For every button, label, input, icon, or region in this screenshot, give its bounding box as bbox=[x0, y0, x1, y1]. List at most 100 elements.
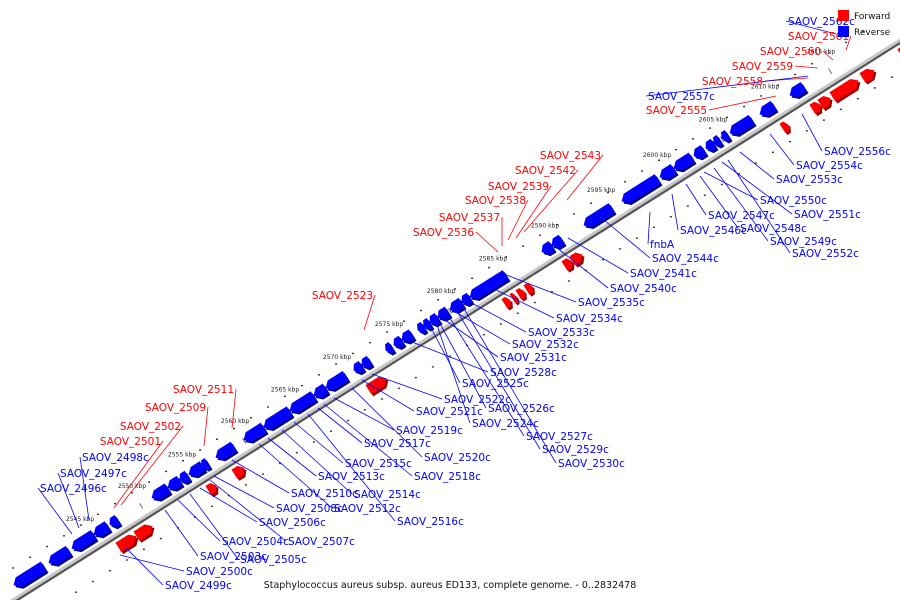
gene-label[interactable]: SAOV_2534c bbox=[556, 313, 623, 325]
forward-gene[interactable] bbox=[205, 482, 217, 496]
reverse-gene[interactable] bbox=[417, 321, 427, 334]
gene-label[interactable]: SAOV_2510c bbox=[291, 488, 358, 500]
gene-label[interactable]: SAOV_2533c bbox=[528, 327, 595, 339]
reverse-gene[interactable] bbox=[551, 234, 565, 248]
reverse-gene[interactable] bbox=[353, 360, 365, 374]
gene-label[interactable]: SAOV_2521c bbox=[416, 406, 483, 418]
gene-label[interactable]: SAOV_2536 bbox=[413, 227, 474, 239]
gene-label[interactable]: SAOV_2504c bbox=[222, 536, 289, 548]
reverse-gene[interactable] bbox=[759, 100, 777, 116]
reverse-gene[interactable] bbox=[721, 129, 731, 142]
gene-label[interactable]: SAOV_2519c bbox=[396, 425, 463, 437]
reverse-gene[interactable] bbox=[109, 514, 121, 528]
gene-label[interactable]: SAOV_2552c bbox=[792, 248, 859, 260]
forward-gene[interactable] bbox=[779, 121, 789, 134]
gene-label[interactable]: SAOV_2501 bbox=[100, 436, 161, 448]
reverse-gene[interactable] bbox=[449, 297, 465, 312]
reverse-gene[interactable] bbox=[437, 306, 451, 320]
gene-label[interactable]: SAOV_2556c bbox=[824, 146, 891, 158]
gene-label[interactable]: SAOV_2538 bbox=[465, 195, 526, 207]
gene-label[interactable]: SAOV_2522c bbox=[444, 394, 511, 406]
gene-label[interactable]: SAOV_2507c bbox=[288, 536, 355, 548]
gene-label[interactable]: SAOV_2502 bbox=[120, 421, 181, 433]
reverse-gene[interactable] bbox=[393, 335, 405, 349]
gene-label[interactable]: SAOV_2524c bbox=[472, 418, 539, 430]
gene-label[interactable]: SAOV_2508c bbox=[276, 503, 343, 515]
gene-label[interactable]: SAOV_2541c bbox=[630, 268, 697, 280]
forward-gene[interactable] bbox=[133, 524, 153, 541]
reverse-gene[interactable] bbox=[621, 174, 661, 204]
reverse-gene[interactable] bbox=[713, 135, 723, 147]
gene-label[interactable]: SAOV_2535c bbox=[578, 297, 645, 309]
gene-label[interactable]: SAOV_2561 bbox=[788, 31, 849, 43]
reverse-gene[interactable] bbox=[705, 138, 717, 152]
forward-gene[interactable] bbox=[365, 376, 387, 395]
gene-label[interactable]: SAOV_2500c bbox=[186, 566, 253, 578]
reverse-gene[interactable] bbox=[583, 203, 615, 227]
gene-label[interactable]: SAOV_2543 bbox=[540, 150, 601, 162]
reverse-gene[interactable] bbox=[313, 383, 329, 398]
reverse-gene[interactable] bbox=[179, 470, 191, 484]
reverse-gene[interactable] bbox=[729, 114, 755, 135]
gene-label[interactable]: SAOV_2532c bbox=[512, 339, 579, 351]
reverse-gene[interactable] bbox=[71, 530, 97, 551]
gene-label[interactable]: SAOV_2550c bbox=[760, 195, 827, 207]
forward-gene[interactable] bbox=[501, 296, 511, 309]
gene-label[interactable]: SAOV_2518c bbox=[414, 471, 481, 483]
gene-label[interactable]: SAOV_2506c bbox=[259, 517, 326, 529]
reverse-gene[interactable] bbox=[693, 145, 707, 159]
gene-label[interactable]: SAOV_2559 bbox=[732, 61, 793, 73]
reverse-gene[interactable] bbox=[48, 545, 72, 565]
gene-label[interactable]: SAOV_2555 bbox=[646, 105, 707, 117]
gene-label[interactable]: SAOV_2498c bbox=[82, 452, 149, 464]
reverse-gene[interactable] bbox=[429, 312, 441, 326]
gene-label[interactable]: SAOV_2558 bbox=[702, 76, 763, 88]
gene-label[interactable]: SAOV_2509 bbox=[145, 402, 206, 414]
gene-label[interactable]: SAOV_2530c bbox=[558, 458, 625, 470]
forward-gene[interactable] bbox=[829, 78, 859, 102]
gene-label[interactable]: SAOV_2496c bbox=[40, 483, 107, 495]
reverse-gene[interactable] bbox=[361, 355, 373, 369]
forward-gene[interactable] bbox=[897, 47, 900, 59]
forward-gene[interactable] bbox=[231, 465, 245, 479]
forward-gene[interactable] bbox=[115, 534, 137, 553]
forward-gene[interactable] bbox=[859, 68, 875, 83]
gene-label[interactable]: SAOV_2529c bbox=[542, 444, 609, 456]
gene-label[interactable]: SAOV_2547c bbox=[708, 210, 775, 222]
reverse-gene[interactable] bbox=[289, 391, 317, 413]
reverse-gene[interactable] bbox=[215, 441, 237, 460]
gene-label[interactable]: SAOV_2516c bbox=[397, 516, 464, 528]
gene-label[interactable]: SAOV_2503c bbox=[200, 551, 267, 563]
gene-label[interactable]: SAOV_2539 bbox=[488, 181, 549, 193]
gene-label[interactable]: SAOV_2546c bbox=[680, 225, 747, 237]
gene-label[interactable]: SAOV_2549c bbox=[770, 236, 837, 248]
reverse-gene[interactable] bbox=[401, 329, 415, 343]
gene-label[interactable]: SAOV_2560 bbox=[760, 46, 821, 58]
gene-label[interactable]: SAOV_2511 bbox=[173, 384, 234, 396]
gene-label[interactable]: SAOV_2548c bbox=[740, 223, 807, 235]
reverse-gene[interactable] bbox=[659, 164, 677, 180]
forward-gene[interactable] bbox=[817, 95, 831, 110]
gene-label[interactable]: SAOV_2505c bbox=[240, 554, 307, 566]
reverse-gene[interactable] bbox=[385, 342, 395, 354]
gene-label[interactable]: SAOV_2523 bbox=[312, 290, 373, 302]
gene-label[interactable]: SAOV_2553c bbox=[776, 174, 843, 186]
gene-label[interactable]: SAOV_2520c bbox=[424, 452, 491, 464]
gene-label[interactable]: SAOV_2554c bbox=[796, 160, 863, 172]
gene-label[interactable]: SAOV_2557c bbox=[648, 91, 715, 103]
forward-gene[interactable] bbox=[809, 101, 821, 115]
reverse-gene[interactable] bbox=[541, 241, 555, 255]
reverse-gene[interactable] bbox=[673, 152, 695, 171]
gene-label[interactable]: fnbA bbox=[650, 239, 675, 251]
forward-gene[interactable] bbox=[561, 258, 573, 271]
reverse-gene[interactable] bbox=[243, 422, 267, 442]
gene-label[interactable]: SAOV_2499c bbox=[165, 580, 232, 592]
gene-label[interactable]: SAOV_2531c bbox=[500, 352, 567, 364]
gene-label[interactable]: SAOV_2517c bbox=[364, 438, 431, 450]
reverse-gene[interactable] bbox=[201, 458, 211, 470]
gene-label[interactable]: SAOV_2540c bbox=[610, 283, 677, 295]
reverse-gene[interactable] bbox=[13, 561, 47, 587]
reverse-gene[interactable] bbox=[167, 475, 183, 490]
reverse-gene[interactable] bbox=[188, 461, 206, 477]
forward-gene[interactable] bbox=[523, 283, 533, 295]
